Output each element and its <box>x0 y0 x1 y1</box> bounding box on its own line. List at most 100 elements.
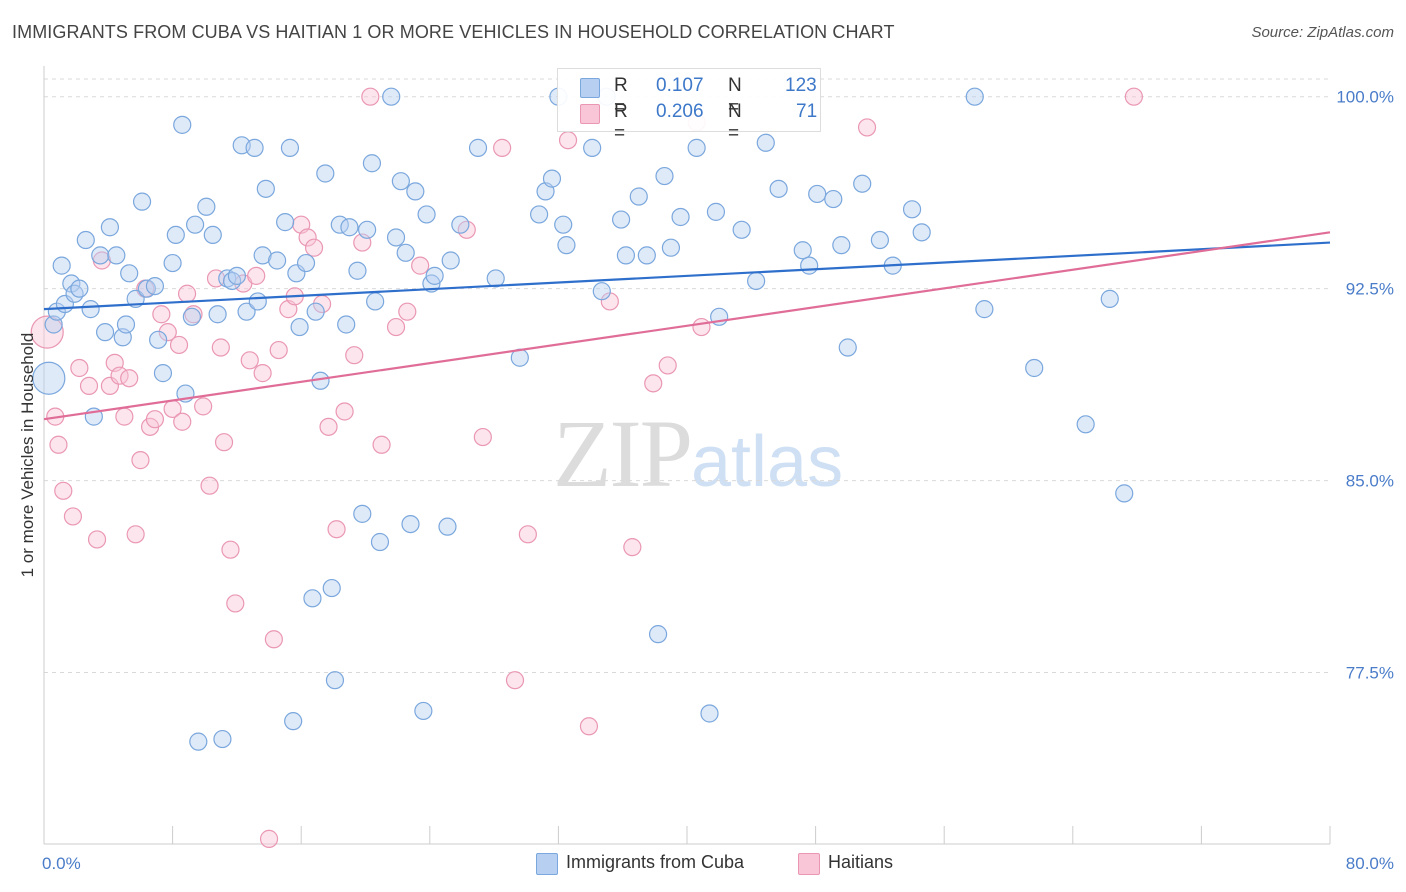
cuba-point <box>912 223 931 242</box>
haitians-point <box>126 525 145 544</box>
y-tick-label: 100.0% <box>1336 88 1394 107</box>
cuba-point <box>100 218 120 237</box>
cuba-point <box>245 138 264 157</box>
cuba-point <box>248 292 267 311</box>
x-tick-label: 80.0% <box>1346 854 1394 873</box>
cuba-point <box>655 166 674 186</box>
haitians-point <box>505 671 525 690</box>
haitians-point <box>298 228 317 247</box>
haitians-point <box>259 829 279 848</box>
cuba-point <box>348 261 367 280</box>
haitians-point <box>658 356 677 375</box>
haitians-point <box>264 630 283 649</box>
cuba-point <box>382 87 401 106</box>
cuba-point <box>322 578 341 598</box>
haitians-point <box>345 346 364 365</box>
haitians-point <box>361 87 380 106</box>
haitians-point <box>335 402 354 421</box>
cuba-point <box>340 218 359 237</box>
cuba-point <box>800 256 819 275</box>
haitians-point <box>372 435 391 454</box>
legend-r-label-cuba: R = <box>614 75 628 118</box>
cuba-point <box>700 704 719 723</box>
cuba-point <box>65 284 84 303</box>
cuba-points <box>32 87 1134 751</box>
haitians-point <box>247 266 266 285</box>
cuba-point <box>253 246 272 265</box>
haitians-point <box>70 358 89 378</box>
haitians-point <box>177 284 197 303</box>
cuba-point <box>769 179 788 198</box>
legend-r-value-haitians: 0.206 <box>656 101 704 122</box>
cuba-point <box>76 230 95 250</box>
cuba-point <box>203 225 222 245</box>
cuba-point <box>316 164 335 183</box>
cuba-point <box>276 213 295 232</box>
haitians-point <box>54 481 73 500</box>
cuba-point <box>486 269 505 288</box>
cuba-point <box>671 207 690 227</box>
cuba-point <box>391 172 410 191</box>
haitians-point <box>200 476 219 495</box>
trend-lines <box>43 231 1331 421</box>
cuba-point <box>793 241 812 260</box>
bottom-legend-label-haitians: Haitians <box>828 852 894 872</box>
haitians-point <box>214 433 234 452</box>
cuba-point <box>182 307 201 326</box>
haitians-point <box>253 364 272 383</box>
haitians-point <box>579 717 599 736</box>
haitians-point <box>226 594 245 613</box>
cuba-point <box>530 205 549 224</box>
cuba-point <box>870 230 890 250</box>
cuba-point <box>237 302 256 321</box>
haitians-point <box>269 340 288 360</box>
cuba-point <box>70 279 89 298</box>
haitians-point <box>131 451 150 470</box>
cuba-point <box>611 210 631 229</box>
haitians-point <box>692 317 711 337</box>
cuba-point <box>153 364 173 383</box>
haitians-point <box>386 317 406 337</box>
chart-title: IMMIGRANTS FROM CUBA VS HAITIAN 1 OR MOR… <box>12 22 895 42</box>
cuba-point <box>186 215 205 234</box>
haitians-point <box>194 397 213 416</box>
tick-labels: 100.0% 92.5% 85.0% 77.5% 0.0% 80.0% <box>42 88 1394 873</box>
cuba-point <box>557 236 576 255</box>
watermark-atlas: atlas <box>691 422 844 502</box>
cuba-point <box>425 266 444 285</box>
haitians-point <box>857 118 877 137</box>
legend-r-label-haitians: R = <box>614 101 628 144</box>
cuba-point <box>1076 415 1095 434</box>
cuba-point <box>706 202 726 221</box>
cuba-point <box>406 182 425 201</box>
cuba-point <box>296 253 316 273</box>
cuba-point <box>756 133 775 152</box>
cuba-point <box>362 154 382 173</box>
cuba-point <box>386 228 406 247</box>
cuba-point <box>95 323 115 342</box>
cuba-point <box>838 338 857 357</box>
cuba-point <box>808 184 827 204</box>
haitians-point <box>473 427 492 447</box>
cuba-point <box>975 300 994 319</box>
haitians-point <box>240 351 259 370</box>
source-credit: Source: ZipAtlas.com <box>1251 24 1394 41</box>
cuba-point <box>256 179 275 198</box>
cuba-point <box>91 246 110 265</box>
cuba-point <box>337 315 356 334</box>
cuba-point <box>824 189 843 209</box>
y-tick-label: 77.5% <box>1346 664 1394 683</box>
cuba-point <box>853 174 872 193</box>
haitians-trend-line <box>43 231 1331 421</box>
cuba-point <box>366 292 385 311</box>
cuba-point <box>267 251 287 270</box>
correlation-legend: R = 0.107 N = 123 R = 0.206 N = 71 <box>557 68 821 144</box>
cuba-point <box>189 732 208 751</box>
legend-n-label-cuba: N = <box>728 75 742 118</box>
cuba-point <box>213 729 232 749</box>
haitians-point <box>120 369 139 388</box>
cuba-point <box>370 532 390 552</box>
bottom-legend-swatch-haitians <box>798 853 820 875</box>
cuba-point <box>414 701 433 721</box>
cuba-point <box>687 138 706 157</box>
